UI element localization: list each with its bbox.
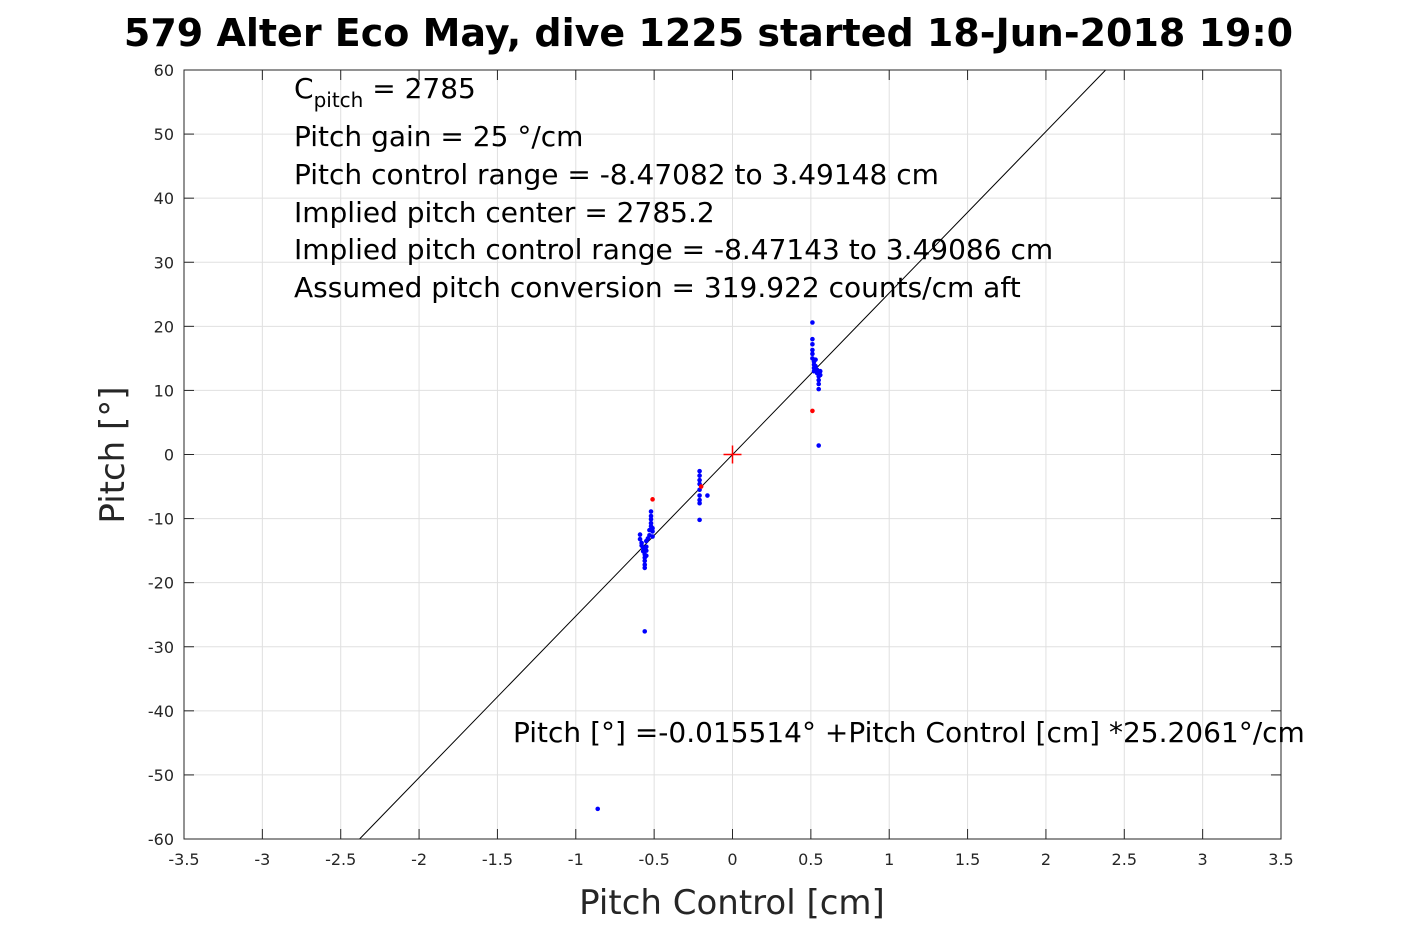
y-tick-label: 50 (154, 125, 174, 144)
x-axis-label: Pitch Control [cm] (579, 883, 885, 923)
data-point (816, 381, 821, 387)
data-point (810, 341, 815, 347)
axis-ticks (183, 69, 1282, 840)
data-point (810, 347, 815, 353)
data-point (697, 517, 702, 523)
annotation-line: Pitch gain = 25 °/cm (294, 120, 583, 153)
data-point (697, 473, 702, 478)
annotation-line: Pitch control range = -8.47082 to 3.4914… (294, 158, 939, 191)
data-point (642, 629, 648, 634)
y-tick-label: -30 (148, 638, 174, 657)
y-tick-label: 10 (154, 381, 174, 400)
data-point (650, 534, 655, 539)
data-point (810, 336, 815, 342)
data-point (644, 544, 649, 550)
x-tick-label: 3.5 (1268, 850, 1293, 869)
x-tick-label: -1 (568, 850, 584, 869)
data-point (697, 500, 702, 506)
data-point (644, 548, 649, 553)
x-tick-labels: -3.5 -3 -2.5 -2 -1.5 -1 -0.5 0 0.5 1 1.5 2 2.5 3 3.5 (168, 850, 1293, 869)
x-tick-label: 1.5 (955, 850, 980, 869)
x-tick-label: -2 (411, 850, 427, 869)
y-tick-label: -20 (148, 574, 174, 593)
y-tick-label: -40 (148, 702, 174, 721)
data-point (810, 320, 815, 325)
data-point (697, 493, 702, 498)
x-tick-label: -0.5 (639, 850, 670, 869)
x-tick-label: 2 (1041, 850, 1051, 869)
x-tick-label: 0 (727, 850, 737, 869)
y-tick-label: -10 (148, 510, 174, 529)
y-tick-label: 30 (154, 253, 174, 272)
x-tick-label: 2.5 (1112, 850, 1137, 869)
data-point (816, 377, 821, 383)
data-point (810, 408, 815, 414)
data-point (642, 562, 648, 568)
data-point (697, 497, 702, 503)
annotation-line: Implied pitch center = 2785.2 (294, 196, 715, 229)
plot-frame (183, 69, 1282, 840)
data-point (650, 497, 655, 502)
fit-equation: Pitch [°] =-0.015514° +Pitch Control [cm… (513, 716, 1305, 749)
y-tick-label: -60 (148, 830, 174, 849)
data-point (637, 536, 643, 542)
data-point (648, 513, 654, 519)
data-point (816, 386, 821, 392)
y-tick-label: 40 (154, 189, 174, 208)
y-tick-labels: -60 -50 -40 -30 -20 -10 0 10 20 30 40 50 60 (148, 61, 174, 849)
data-point (813, 363, 818, 369)
x-tick-label: -3.5 (168, 850, 199, 869)
data-point (642, 558, 648, 564)
x-tick-label: -1.5 (482, 850, 513, 869)
data-point (697, 477, 702, 483)
data-point (637, 532, 643, 537)
annotation-c-pitch: Cpitch = 2785 (294, 72, 476, 112)
center-marker (723, 445, 742, 464)
data-point (697, 468, 702, 474)
data-point (817, 372, 823, 378)
x-tick-label: 0.5 (798, 850, 823, 869)
y-tick-label: 20 (154, 317, 174, 336)
data-point (810, 351, 815, 357)
c-pitch-value: = 2785 (363, 72, 476, 105)
chart-title: 579 Alter Eco May, dive 1225 started 18-… (124, 11, 1293, 55)
x-tick-label: -2.5 (325, 850, 356, 869)
x-tick-label: -3 (254, 850, 270, 869)
data-point (648, 520, 654, 526)
data-point (644, 553, 649, 559)
c-pitch-subscript: pitch (314, 88, 364, 112)
data-point (648, 516, 654, 522)
data-point (817, 368, 823, 374)
y-tick-label: 0 (164, 446, 174, 465)
c-pitch-base: C (294, 72, 314, 105)
annotation-line: Implied pitch control range = -8.47143 t… (294, 233, 1053, 266)
data-point (650, 529, 655, 534)
data-point (642, 565, 648, 571)
data-point (705, 493, 710, 498)
data-point (595, 806, 601, 812)
y-tick-label: -50 (148, 766, 174, 785)
data-points (595, 320, 823, 812)
y-axis-label: Pitch [°] (93, 386, 133, 523)
x-tick-label: 3 (1198, 850, 1208, 869)
annotation-line: Assumed pitch conversion = 319.922 count… (294, 271, 1021, 304)
annotation-block: Cpitch = 2785 Pitch gain = 25 °/cm Pitch… (294, 72, 1053, 304)
data-point (648, 509, 654, 514)
data-point (698, 484, 704, 489)
x-tick-label: 1 (884, 850, 894, 869)
data-point (816, 443, 821, 448)
y-tick-label: 60 (154, 61, 174, 80)
data-point (813, 357, 818, 362)
data-point (650, 525, 655, 531)
